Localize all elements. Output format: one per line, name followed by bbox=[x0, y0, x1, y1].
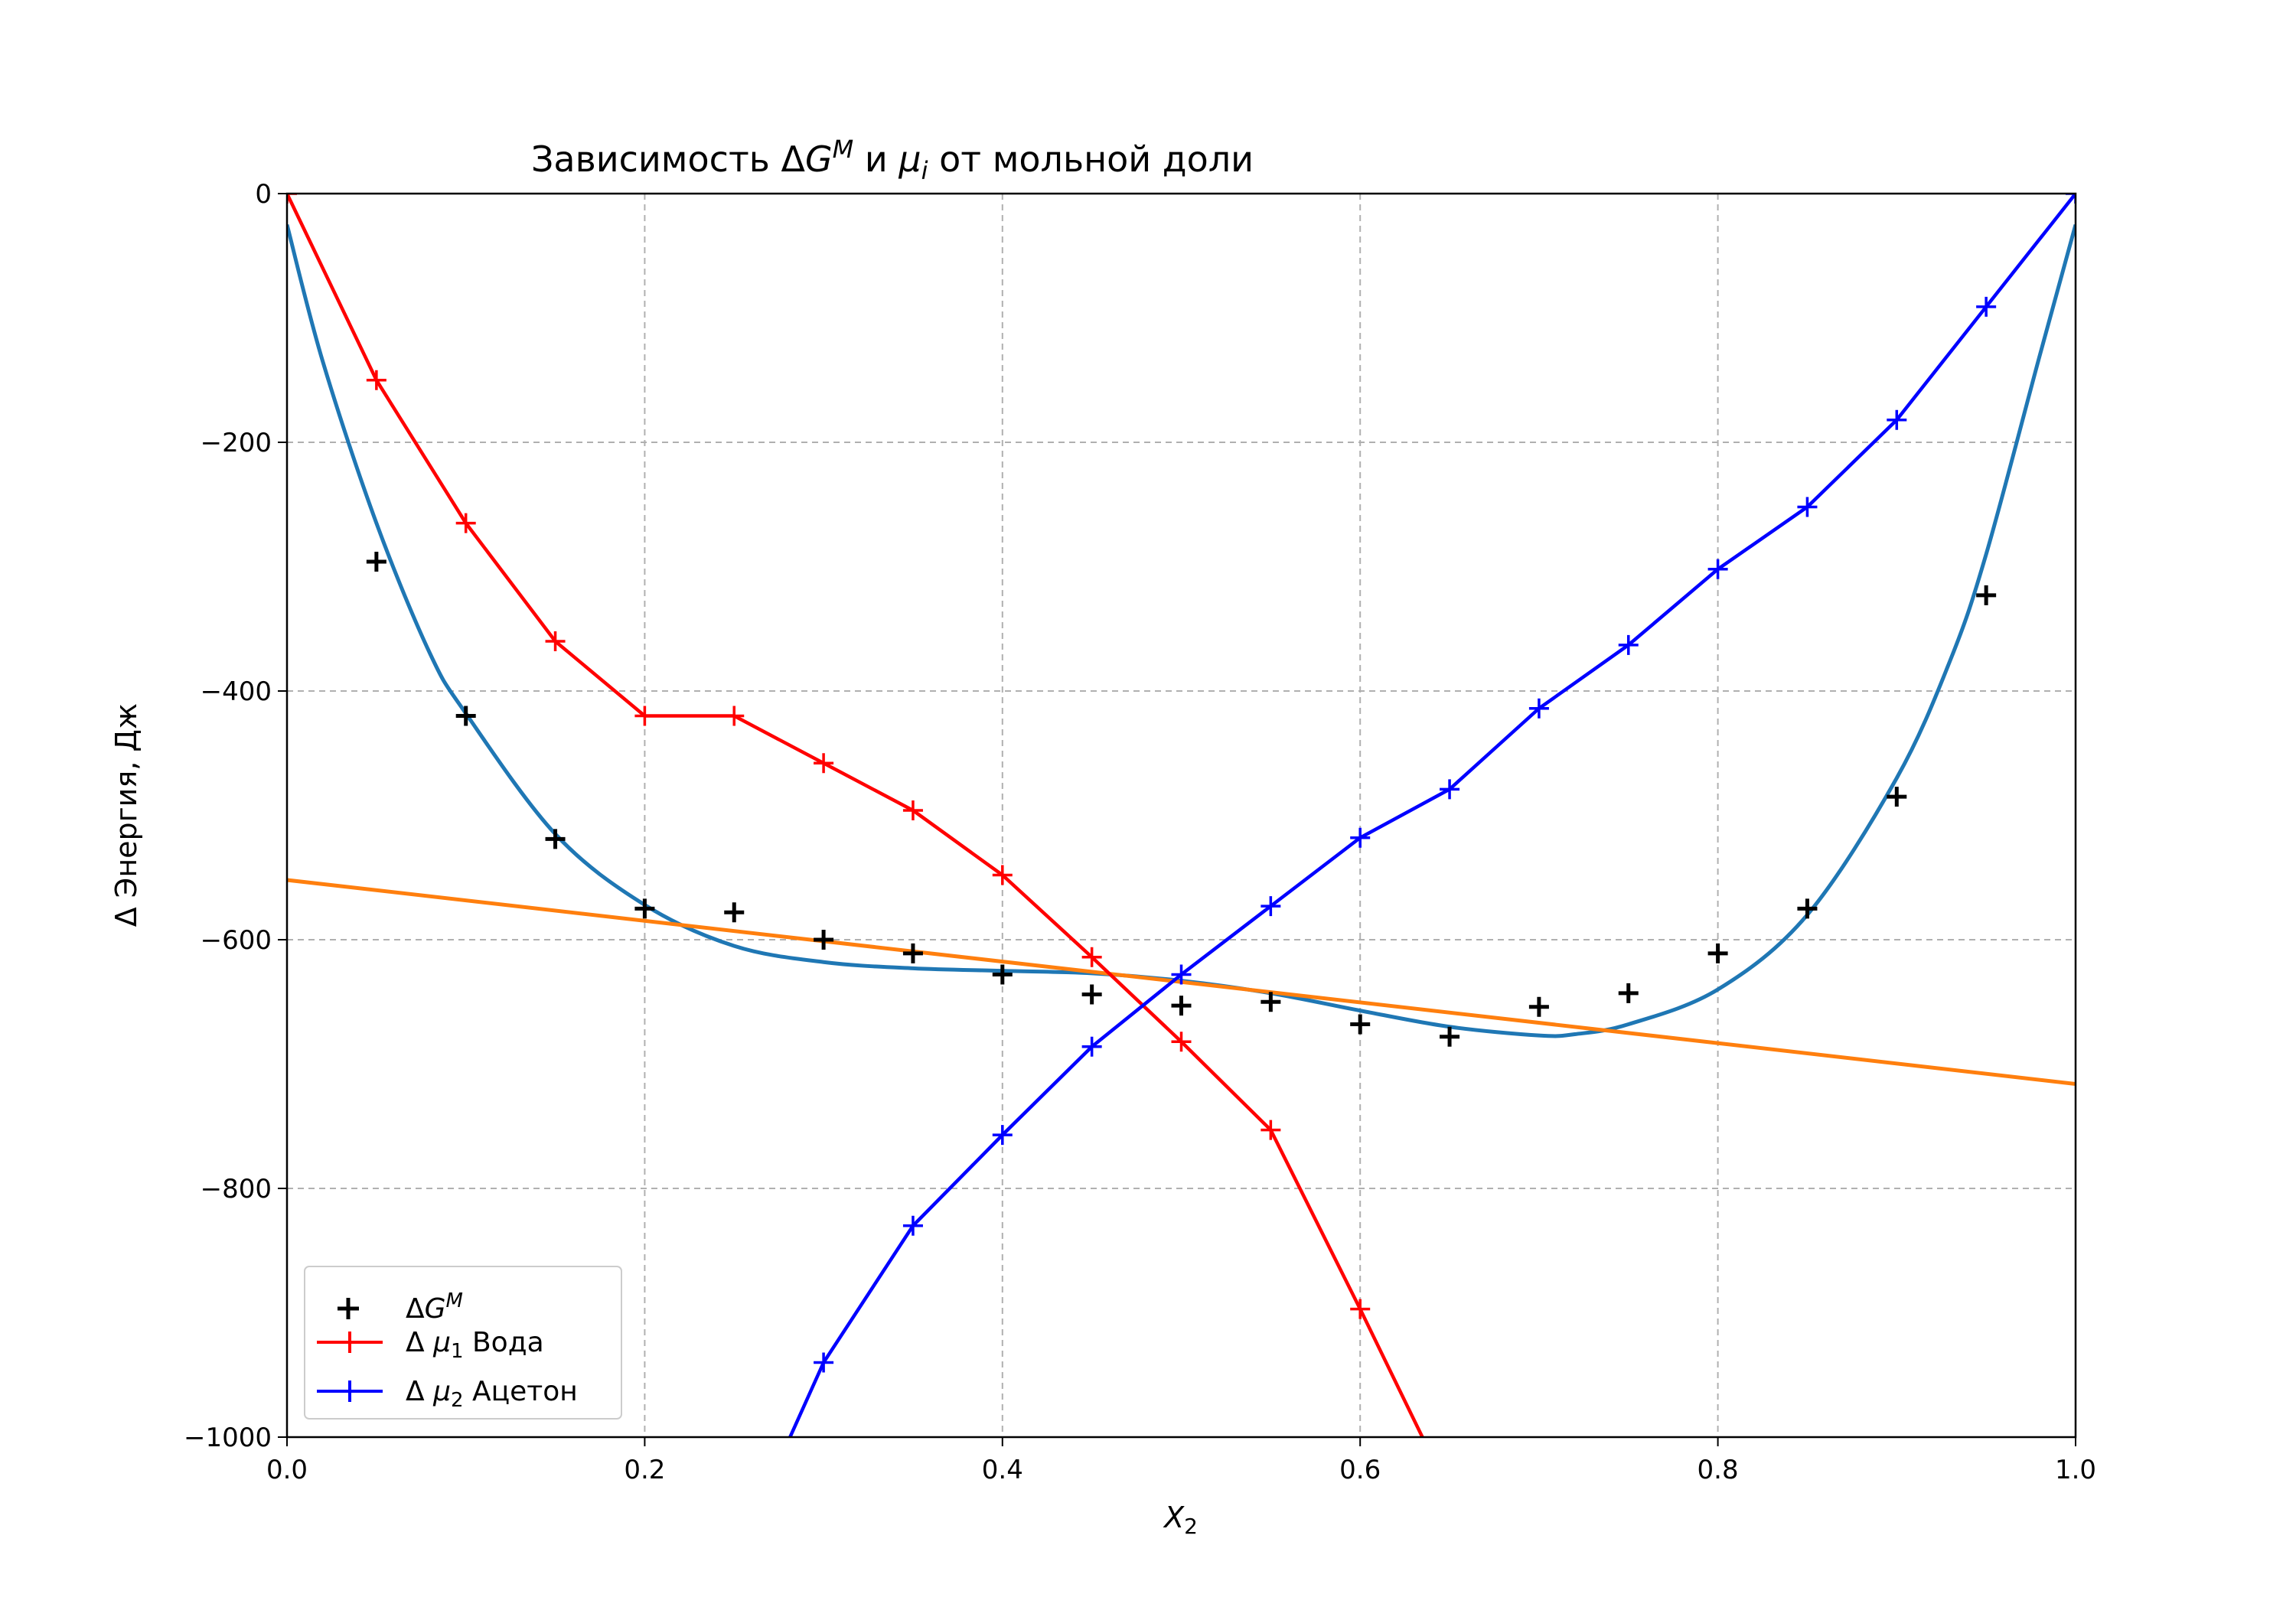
dgm-point bbox=[1528, 996, 1549, 1017]
series-point bbox=[1081, 947, 1102, 967]
series-line bbox=[287, 194, 1425, 1437]
dgm-point bbox=[902, 943, 923, 963]
x-tick-label: 0.6 bbox=[1339, 1455, 1381, 1485]
legend: ΔGM Δ μ1 Вода Δ μ2 Ацетон bbox=[304, 1266, 622, 1420]
series-point bbox=[1350, 827, 1371, 848]
dgm-point bbox=[724, 902, 745, 923]
dgm-point bbox=[1081, 984, 1102, 1005]
y-tick-label: −600 bbox=[201, 925, 272, 956]
y-tick-label: −400 bbox=[201, 676, 272, 707]
series-point bbox=[724, 706, 745, 726]
grid-lines bbox=[287, 194, 2076, 1437]
x-axis-label: X2 bbox=[1163, 1501, 1198, 1539]
series-point bbox=[992, 1125, 1013, 1146]
x-tick-label: 1.0 bbox=[2055, 1455, 2096, 1485]
dgm-point bbox=[1707, 943, 1728, 963]
y-tick-label: −1000 bbox=[184, 1423, 272, 1453]
series-point bbox=[1618, 634, 1639, 655]
series-point bbox=[1976, 296, 1997, 317]
dgm-point bbox=[814, 930, 834, 950]
dgm-point bbox=[992, 964, 1013, 985]
series-point bbox=[634, 706, 655, 726]
y-axis-label: Δ Энергия, Дж bbox=[109, 703, 143, 927]
series-point bbox=[1528, 698, 1549, 719]
plot-frame bbox=[285, 192, 2077, 1439]
dgm-point bbox=[1887, 787, 1907, 807]
series-point bbox=[1171, 964, 1192, 985]
x-tick-label: 0.8 bbox=[1698, 1455, 1739, 1485]
y-tick-label: −200 bbox=[201, 428, 272, 458]
x-axis: 0.0 0.2 0.4 0.6 0.8 1.0 bbox=[266, 1437, 2096, 1485]
dgm-point bbox=[1976, 585, 1997, 605]
series-line bbox=[788, 194, 2076, 1437]
legend-box bbox=[304, 1266, 622, 1420]
dgm-point bbox=[1350, 1014, 1371, 1035]
legend-label-mu2: Δ μ2 Ацетон bbox=[406, 1376, 578, 1412]
series-point bbox=[902, 1215, 923, 1236]
dgm-point bbox=[1618, 983, 1639, 1003]
series-point bbox=[814, 753, 834, 774]
dgm-point bbox=[634, 898, 655, 919]
dgm-point bbox=[1797, 898, 1818, 919]
series-point bbox=[455, 513, 476, 533]
series-point bbox=[545, 631, 566, 651]
dgm-point bbox=[545, 829, 566, 849]
series-point bbox=[1261, 896, 1281, 917]
dgm-point bbox=[366, 552, 386, 572]
series-point bbox=[1887, 409, 1907, 430]
y-tick-label: 0 bbox=[255, 179, 272, 210]
series-clip-group bbox=[287, 194, 2076, 1437]
chart-title: Зависимость ΔGM и μi от мольной доли bbox=[531, 135, 1254, 185]
x-tick-label: 0.0 bbox=[266, 1455, 308, 1485]
series-point bbox=[1440, 779, 1460, 800]
series-point bbox=[1797, 497, 1818, 517]
data-layer bbox=[287, 194, 2076, 1437]
series-point bbox=[1171, 1032, 1192, 1052]
y-tick-label: −800 bbox=[201, 1174, 272, 1204]
legend-label-dgm: ΔGM bbox=[406, 1289, 463, 1325]
x-tick-label: 0.4 bbox=[982, 1455, 1023, 1485]
dgm-point bbox=[1261, 992, 1281, 1012]
series-point bbox=[992, 865, 1013, 885]
series-point bbox=[1081, 1036, 1102, 1057]
series-point bbox=[1350, 1299, 1371, 1319]
series-point bbox=[814, 1352, 834, 1373]
x-tick-label: 0.2 bbox=[624, 1455, 665, 1485]
legend-marker-mu2 bbox=[317, 1380, 383, 1402]
dgm-point bbox=[1440, 1026, 1460, 1047]
series-point bbox=[1261, 1120, 1281, 1140]
legend-marker-mu1 bbox=[317, 1332, 383, 1353]
series-point bbox=[1707, 559, 1728, 579]
series-point bbox=[366, 370, 386, 390]
legend-label-mu1: Δ μ1 Вода bbox=[406, 1327, 544, 1363]
y-axis: 0 −200 −400 −600 −800 −1000 bbox=[184, 179, 287, 1453]
series-point bbox=[902, 800, 923, 820]
dgm-point bbox=[1171, 996, 1192, 1016]
dgm-point bbox=[455, 706, 476, 726]
legend-marker-dgm bbox=[338, 1298, 359, 1319]
